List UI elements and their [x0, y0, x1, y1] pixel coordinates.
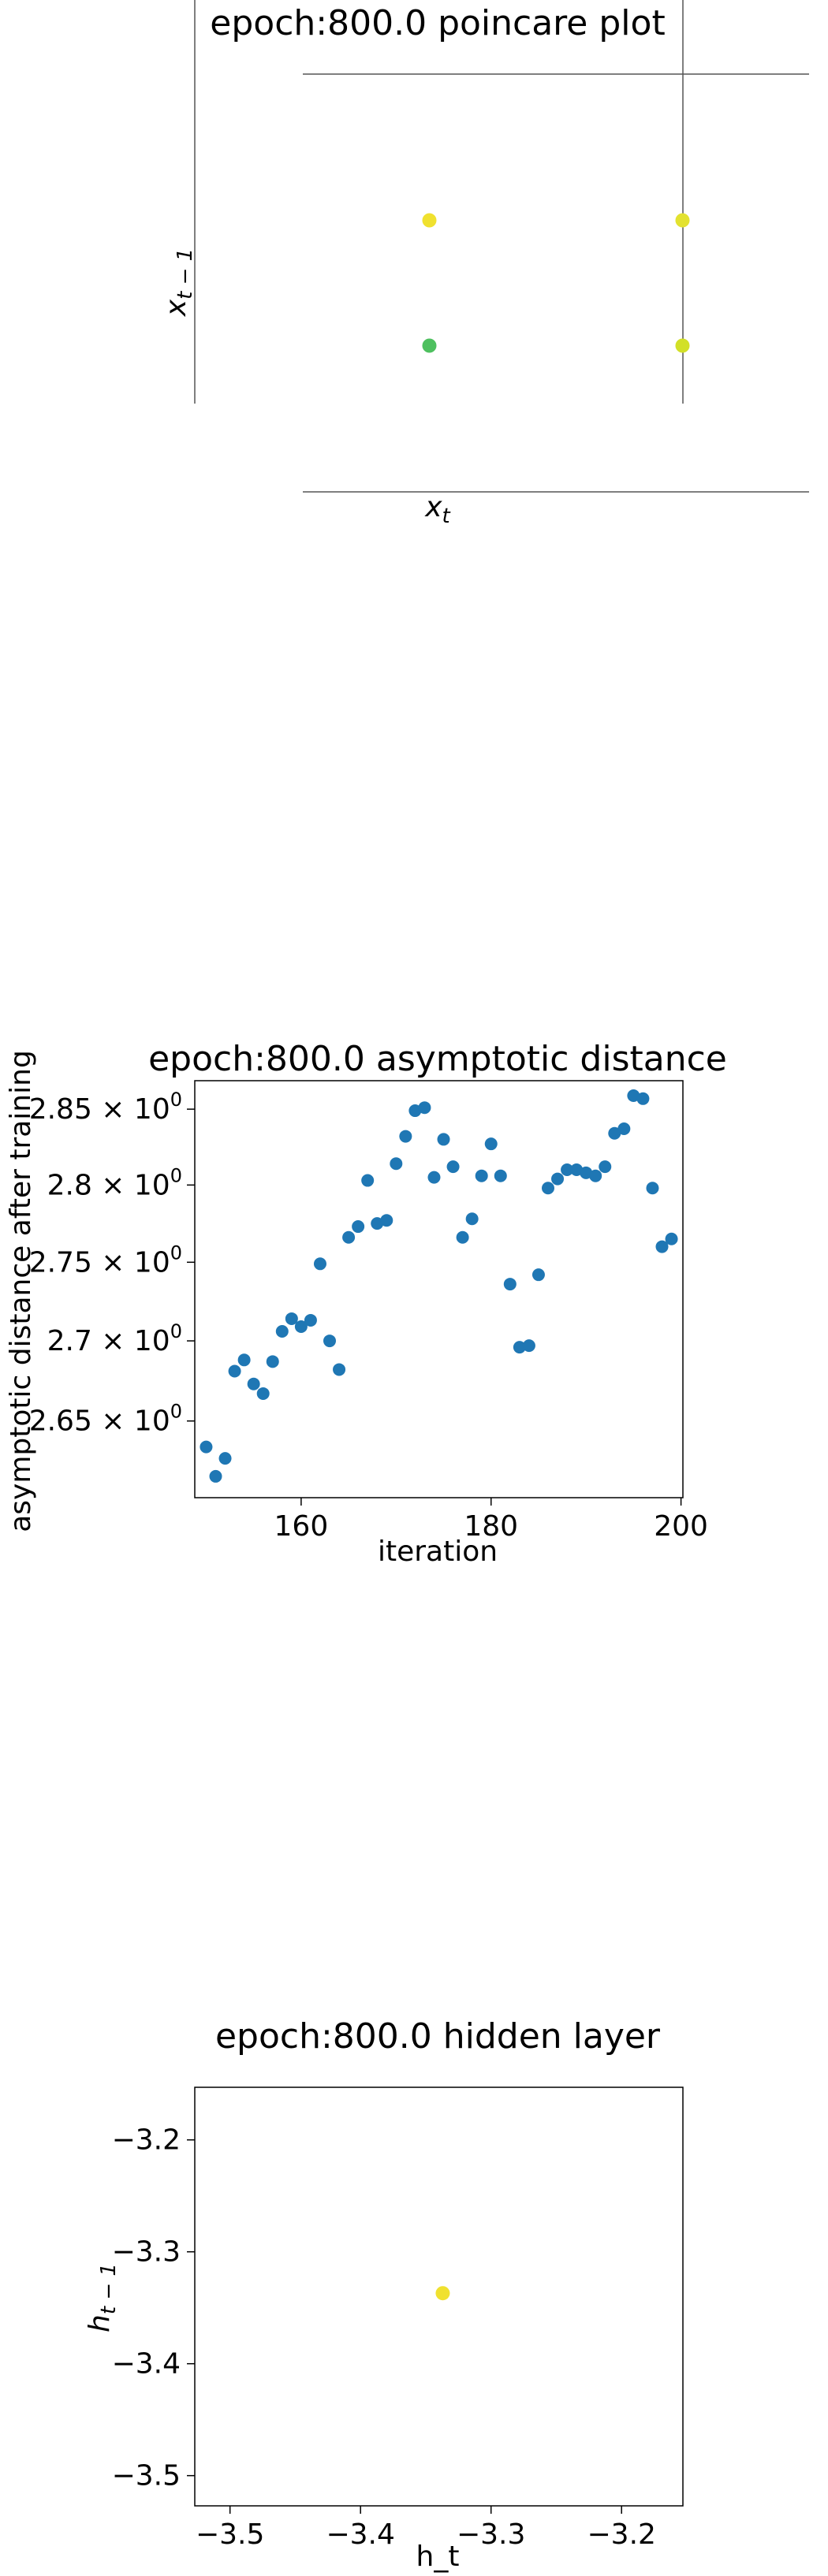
hidden-layer-plot-frame [194, 2086, 684, 2507]
asymptotic-x-tick-label: 180 [464, 1510, 518, 1543]
asymptotic-point-1 [209, 1469, 222, 1483]
asymptotic-point-4 [237, 1353, 251, 1367]
asymptotic-point-44 [617, 1122, 631, 1135]
asymptotic-point-29 [475, 1169, 488, 1182]
asymptotic-points [200, 1089, 678, 1483]
asymptotic-point-30 [484, 1137, 498, 1151]
asymptotic-point-43 [608, 1126, 621, 1140]
asymptotic-point-7 [266, 1355, 279, 1368]
poincare-point-1 [675, 213, 690, 228]
hidden-layer-x-ticks: −3.5 −3.4 −3.3 −3.2 [196, 2506, 656, 2551]
asymptotic-point-14 [333, 1363, 346, 1376]
asymptotic-point-47 [646, 1182, 659, 1195]
asymptotic-point-17 [361, 1174, 375, 1187]
hidden-layer-y-ticks: −3.5 −3.4 −3.3 −3.2 [112, 2124, 195, 2492]
poincare-point-3 [675, 338, 690, 353]
hidden-layer-points [435, 2286, 450, 2301]
asymptotic-point-18 [371, 1217, 384, 1230]
poincare-points [422, 213, 690, 353]
asymptotic-plot-title: epoch:800.0 asymptotic distance [148, 1039, 727, 1079]
asymptotic-y-tick-label: 2.8 × 100 [47, 1164, 182, 1201]
asymptotic-distance-plot: epoch:800.0 asymptotic distance 160 180 20… [5, 1039, 727, 1568]
asymptotic-point-26 [446, 1160, 460, 1174]
hidden-layer-x-tick-label: −3.4 [326, 2518, 394, 2551]
poincare-x-label: xt [424, 491, 450, 528]
asymptotic-point-23 [418, 1101, 431, 1115]
asymptotic-point-32 [503, 1278, 517, 1291]
hidden-layer-y-tick-label: −3.2 [112, 2124, 181, 2157]
hidden-layer-point-0 [435, 2286, 450, 2301]
asymptotic-point-6 [256, 1387, 270, 1400]
asymptotic-point-0 [200, 1440, 213, 1454]
asymptotic-point-8 [275, 1325, 289, 1338]
asymptotic-point-41 [589, 1169, 602, 1182]
hidden-layer-y-tick-label: −3.4 [112, 2348, 181, 2381]
asymptotic-y-tick-label: 2.85 × 100 [29, 1089, 182, 1126]
asymptotic-point-20 [390, 1157, 403, 1171]
asymptotic-point-28 [465, 1212, 479, 1226]
asymptotic-point-37 [551, 1172, 565, 1186]
asymptotic-y-tick-label: 2.65 × 100 [29, 1401, 182, 1438]
asymptotic-point-19 [380, 1214, 393, 1227]
asymptotic-point-24 [427, 1171, 441, 1184]
hidden-layer-y-tick-label: −3.5 [112, 2460, 181, 2492]
asymptotic-point-40 [580, 1166, 593, 1179]
asymptotic-y-label: asymptotic distance after training [5, 1050, 37, 1532]
asymptotic-x-ticks: 160 180 200 [274, 1498, 708, 1543]
asymptotic-point-25 [437, 1133, 450, 1146]
asymptotic-x-tick-label: 160 [274, 1510, 329, 1543]
hidden-layer-plot-title: epoch:800.0 hidden layer [215, 2016, 661, 2057]
hidden-layer-x-tick-label: −3.5 [196, 2518, 264, 2551]
asymptotic-point-27 [456, 1230, 469, 1244]
hidden-layer-x-label: h_t [416, 2541, 460, 2573]
hidden-layer-plot: epoch:800.0 hidden layer −3.5 −3.4 −3.3 −3.… [84, 2016, 684, 2573]
asymptotic-x-label: iteration [378, 1536, 498, 1568]
asymptotic-point-11 [304, 1313, 317, 1327]
asymptotic-point-42 [599, 1160, 612, 1174]
asymptotic-y-ticks: 2.65 × 100 2.7 × 100 2.75 × 100 2.8 × 100 2.… [29, 1089, 195, 1438]
asymptotic-point-45 [627, 1089, 640, 1102]
asymptotic-point-12 [313, 1257, 326, 1271]
asymptotic-point-13 [323, 1335, 337, 1348]
asymptotic-y-tick-label: 2.75 × 100 [29, 1241, 182, 1279]
asymptotic-point-34 [522, 1339, 535, 1353]
poincare-plot-title: epoch:800.0 poincare plot [210, 3, 665, 43]
asymptotic-x-tick-label: 200 [654, 1510, 708, 1543]
asymptotic-point-31 [494, 1169, 507, 1182]
asymptotic-point-36 [541, 1182, 554, 1195]
asymptotic-point-46 [636, 1092, 650, 1105]
asymptotic-plot-frame [194, 1080, 684, 1498]
asymptotic-point-48 [655, 1240, 669, 1253]
asymptotic-point-35 [531, 1268, 545, 1282]
hidden-layer-y-label: ht − 1 [84, 2263, 121, 2332]
poincare-plot: epoch:800.0 poincare plot xt xt − 1 [160, 0, 809, 528]
poincare-point-2 [422, 338, 437, 353]
asymptotic-point-21 [399, 1130, 412, 1143]
asymptotic-point-3 [228, 1364, 241, 1378]
asymptotic-point-33 [513, 1341, 526, 1354]
asymptotic-point-5 [247, 1377, 260, 1390]
poincare-y-label: xt − 1 [160, 248, 197, 317]
asymptotic-point-39 [570, 1163, 584, 1176]
asymptotic-point-22 [408, 1104, 422, 1118]
poincare-point-0 [422, 213, 437, 228]
asymptotic-point-10 [294, 1320, 308, 1333]
asymptotic-point-2 [218, 1452, 232, 1465]
asymptotic-point-38 [561, 1163, 574, 1176]
asymptotic-point-16 [352, 1220, 365, 1234]
hidden-layer-y-tick-label: −3.3 [112, 2236, 181, 2269]
asymptotic-y-tick-label: 2.7 × 100 [47, 1320, 182, 1357]
asymptotic-point-15 [342, 1230, 356, 1244]
hidden-layer-x-tick-label: −3.3 [457, 2518, 525, 2551]
hidden-layer-x-tick-label: −3.2 [587, 2518, 656, 2551]
asymptotic-point-49 [665, 1232, 678, 1245]
asymptotic-point-9 [285, 1312, 298, 1325]
